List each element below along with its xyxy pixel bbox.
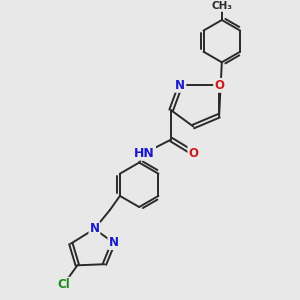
Text: N: N	[89, 223, 99, 236]
Text: O: O	[214, 79, 224, 92]
Text: N: N	[108, 236, 118, 249]
Text: N: N	[176, 79, 185, 92]
Text: Cl: Cl	[57, 278, 70, 291]
Text: CH₃: CH₃	[211, 1, 232, 11]
Text: HN: HN	[134, 147, 155, 160]
Text: O: O	[188, 147, 198, 160]
